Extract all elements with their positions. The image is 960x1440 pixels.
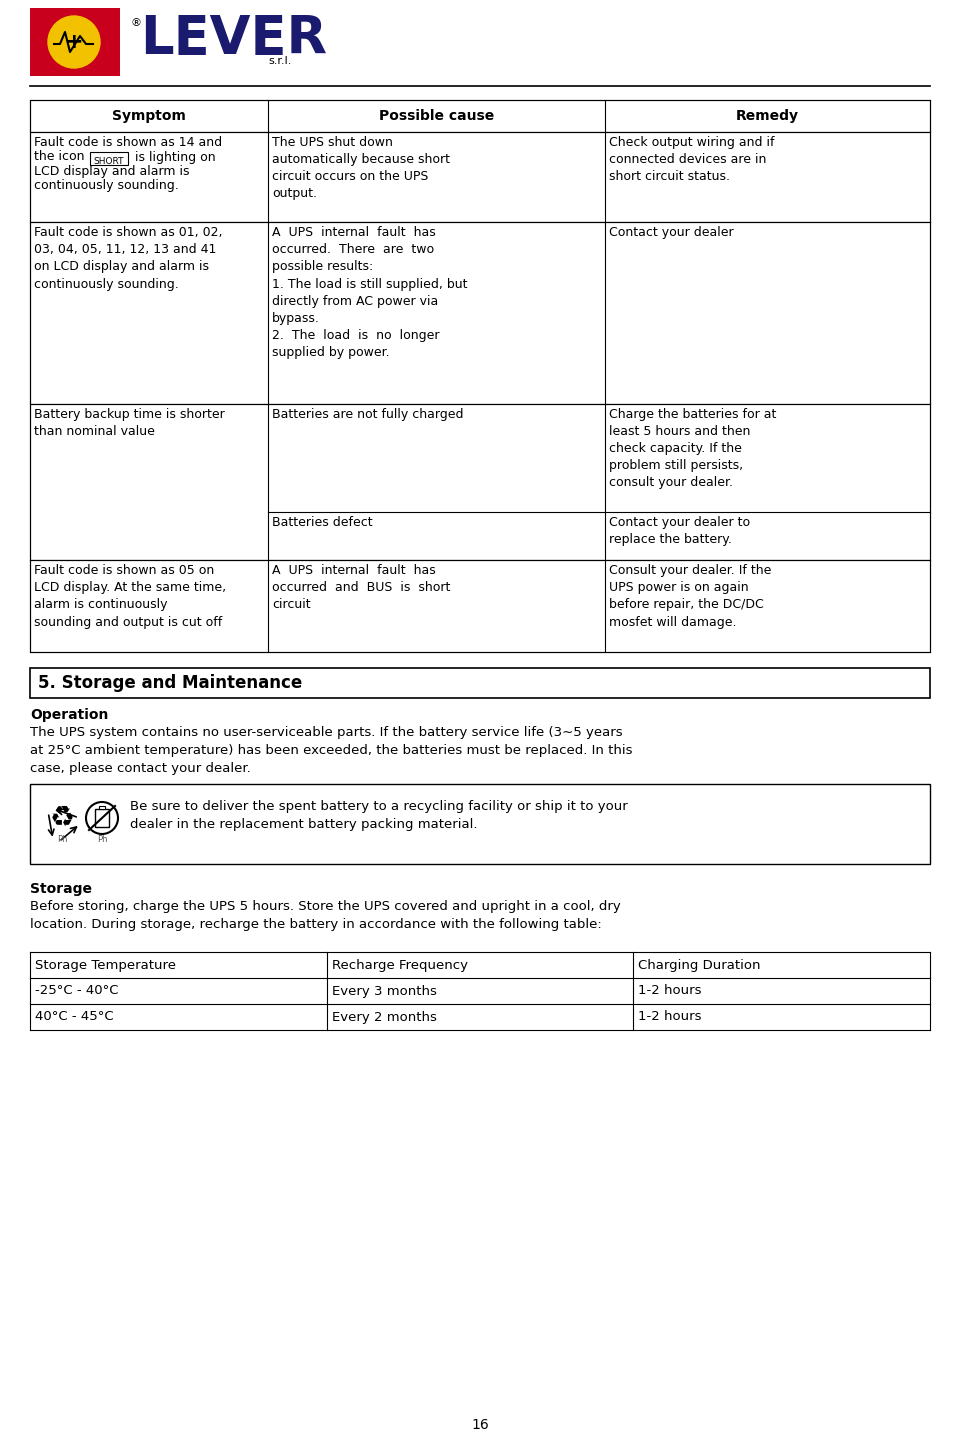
Text: Batteries defect: Batteries defect xyxy=(272,516,372,528)
Text: Be sure to deliver the spent battery to a recycling facility or ship it to your
: Be sure to deliver the spent battery to … xyxy=(130,801,628,831)
Text: Contact your dealer to
replace the battery.: Contact your dealer to replace the batte… xyxy=(609,516,750,546)
Bar xyxy=(30,1004,930,1030)
Text: Every 2 months: Every 2 months xyxy=(332,1011,437,1024)
Text: ♻: ♻ xyxy=(50,804,75,832)
Bar xyxy=(30,560,930,652)
Text: is lighting on: is lighting on xyxy=(131,151,216,164)
Text: Storage Temperature: Storage Temperature xyxy=(35,959,176,972)
Text: Storage: Storage xyxy=(30,881,92,896)
Bar xyxy=(30,9,120,76)
Text: Possible cause: Possible cause xyxy=(379,109,494,122)
Circle shape xyxy=(48,16,100,68)
Text: Before storing, charge the UPS 5 hours. Store the UPS covered and upright in a c: Before storing, charge the UPS 5 hours. … xyxy=(30,900,621,932)
Text: Consult your dealer. If the
UPS power is on again
before repair, the DC/DC
mosfe: Consult your dealer. If the UPS power is… xyxy=(609,564,772,629)
Text: 40°C - 45°C: 40°C - 45°C xyxy=(35,1011,113,1024)
Text: Ph: Ph xyxy=(97,835,108,844)
Text: Check output wiring and if
connected devices are in
short circuit status.: Check output wiring and if connected dev… xyxy=(609,135,775,183)
Text: Battery backup time is shorter
than nominal value: Battery backup time is shorter than nomi… xyxy=(34,408,225,438)
Bar xyxy=(30,222,930,405)
Text: Operation: Operation xyxy=(30,708,108,721)
Text: -25°C - 40°C: -25°C - 40°C xyxy=(35,985,118,998)
Bar xyxy=(30,405,930,560)
Bar xyxy=(30,668,930,698)
Text: continuously sounding.: continuously sounding. xyxy=(34,180,179,193)
Text: LCD display and alarm is: LCD display and alarm is xyxy=(34,166,189,179)
Text: Batteries are not fully charged: Batteries are not fully charged xyxy=(272,408,464,420)
Bar xyxy=(30,783,930,864)
Text: LEVER: LEVER xyxy=(140,13,327,65)
Text: A  UPS  internal  fault  has
occurred.  There  are  two
possible results:
1. The: A UPS internal fault has occurred. There… xyxy=(272,226,468,360)
Text: 5. Storage and Maintenance: 5. Storage and Maintenance xyxy=(38,674,302,693)
Bar xyxy=(99,806,105,809)
Text: The UPS shut down
automatically because short
circuit occurs on the UPS
output.: The UPS shut down automatically because … xyxy=(272,135,450,200)
Text: 16: 16 xyxy=(471,1418,489,1431)
Bar xyxy=(30,978,930,1004)
Text: ®: ® xyxy=(130,17,141,27)
Text: Fault code is shown as 14 and: Fault code is shown as 14 and xyxy=(34,135,222,148)
Text: 1-2 hours: 1-2 hours xyxy=(638,1011,702,1024)
Bar xyxy=(30,99,930,132)
Text: Ph: Ph xyxy=(57,835,67,844)
Text: Recharge Frequency: Recharge Frequency xyxy=(332,959,468,972)
Text: s.r.l.: s.r.l. xyxy=(268,56,292,66)
Text: Fault code is shown as 05 on
LCD display. At the same time,
alarm is continuousl: Fault code is shown as 05 on LCD display… xyxy=(34,564,227,629)
Bar xyxy=(30,132,930,222)
Text: +: + xyxy=(64,32,84,52)
Text: Every 3 months: Every 3 months xyxy=(332,985,437,998)
Text: Charging Duration: Charging Duration xyxy=(638,959,760,972)
Text: The UPS system contains no user-serviceable parts. If the battery service life (: The UPS system contains no user-servicea… xyxy=(30,726,633,775)
Text: Symptom: Symptom xyxy=(112,109,186,122)
Text: Charge the batteries for at
least 5 hours and then
check capacity. If the
proble: Charge the batteries for at least 5 hour… xyxy=(609,408,777,490)
Text: SHORT: SHORT xyxy=(94,157,124,166)
Text: the icon: the icon xyxy=(34,151,84,164)
Bar xyxy=(90,151,128,164)
Text: Fault code is shown as 01, 02,
03, 04, 05, 11, 12, 13 and 41
on LCD display and : Fault code is shown as 01, 02, 03, 04, 0… xyxy=(34,226,223,291)
Text: A  UPS  internal  fault  has
occurred  and  BUS  is  short
circuit: A UPS internal fault has occurred and BU… xyxy=(272,564,450,612)
Text: Contact your dealer: Contact your dealer xyxy=(609,226,733,239)
Text: 1-2 hours: 1-2 hours xyxy=(638,985,702,998)
Bar xyxy=(30,952,930,978)
Text: Remedy: Remedy xyxy=(736,109,799,122)
Bar xyxy=(95,809,109,827)
